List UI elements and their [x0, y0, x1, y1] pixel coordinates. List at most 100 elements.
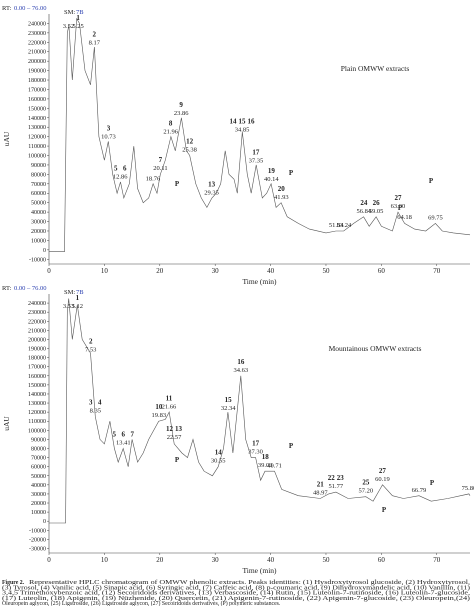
peak-id: 1: [76, 14, 80, 22]
y-tick-label: 70000: [31, 182, 46, 188]
y-tick-label: 100000: [28, 428, 46, 434]
polymer-label: P: [429, 177, 434, 185]
retention-time-label: 66.79: [412, 487, 427, 494]
y-tick-label: 0: [43, 519, 46, 525]
retention-time-label: 60.19: [375, 476, 390, 483]
y-tick-label: 150000: [28, 383, 46, 389]
retention-time-label: 5.25: [72, 23, 83, 30]
caption-line: (3) Tyrosol, (4) Vanilic acid, (5) Sinap…: [2, 584, 470, 591]
y-tick-label: 60000: [31, 191, 46, 197]
retention-time-label: 59.05: [369, 208, 384, 215]
x-tick-label: 30: [212, 556, 220, 564]
retention-time-label: 39.03: [258, 462, 273, 469]
x-tick-label: 50: [322, 556, 330, 564]
y-tick-label: 180000: [28, 78, 46, 84]
y-tick-label: -20000: [29, 537, 46, 543]
y-tick-label: 70000: [31, 456, 46, 462]
peak-id: 6: [123, 165, 127, 173]
retention-time-label: 8.35: [90, 408, 101, 415]
rt-label: RT:: [2, 285, 12, 292]
retention-time-label: 8.17: [89, 40, 101, 47]
retention-time-label: 41.93: [274, 194, 289, 201]
polymer-label: P: [382, 506, 387, 514]
peak-id: 7: [159, 156, 163, 164]
retention-time-label: 13.41: [116, 440, 131, 447]
y-tick-label: 190000: [28, 69, 46, 75]
peak-id: 17: [252, 440, 260, 448]
y-tick-label: 130000: [28, 125, 46, 131]
y-tick-label: 210000: [28, 50, 46, 56]
x-tick-label: 20: [156, 556, 164, 564]
y-tick-label: 20000: [31, 229, 46, 235]
y-tick-label: 40000: [31, 483, 46, 489]
retention-time-label: 51.77: [328, 483, 343, 490]
x-tick-label: 0: [47, 267, 51, 275]
y-tick-label: 180000: [28, 356, 46, 362]
retention-time-label: 10.73: [101, 134, 116, 141]
peak-id: 9: [179, 101, 183, 109]
caption-line: (17) Luteolin, (18) Apigenin, (19) Nüzhe…: [2, 595, 470, 602]
retention-time-label: 29.35: [204, 189, 219, 196]
retention-time-label: 5.12: [72, 303, 83, 310]
peak-id: 5: [114, 165, 118, 173]
x-tick-label: 50: [322, 267, 330, 275]
y-tick-label: 30000: [31, 220, 46, 226]
peak-id: 14: [230, 117, 238, 125]
y-tick-label: 130000: [28, 401, 46, 407]
y-tick-label: 120000: [28, 410, 46, 416]
retention-time-label: 23.86: [174, 110, 189, 117]
retention-time-label: 32.34: [221, 405, 236, 412]
trace: [49, 298, 471, 524]
retention-time-label: 40.71: [267, 462, 282, 469]
x-tick-label: 70: [433, 267, 441, 275]
peak-id: 2: [89, 337, 93, 345]
peak-id: 2: [93, 31, 97, 39]
peak-id: 13: [175, 425, 183, 433]
peak-id: 19: [268, 167, 276, 175]
peak-id: 7: [131, 431, 135, 439]
chart-title: Plain OMWW extracts: [341, 64, 410, 73]
y-tick-label: 0: [43, 248, 46, 254]
y-tick-label: -10000: [29, 528, 46, 534]
retention-time-label: 12.86: [113, 174, 128, 181]
retention-time-label: 56.84: [357, 208, 372, 215]
peak-id: 3: [89, 399, 93, 407]
y-tick-label: -10000: [29, 257, 46, 263]
x-tick-label: 20: [156, 267, 164, 275]
y-tick-label: 200000: [28, 337, 46, 343]
rt-label: RT:: [2, 5, 12, 12]
y-tick-label: 10000: [31, 238, 46, 244]
y-tick-label: 240000: [28, 301, 46, 307]
y-tick-label: 190000: [28, 347, 46, 353]
retention-time-label: 3.52: [63, 23, 74, 30]
retention-time-label: 40.14: [264, 176, 279, 183]
y-tick-label: 80000: [31, 446, 46, 452]
retention-time-label: 20.11: [153, 165, 167, 172]
rt-range: 0.00 – 76.00: [14, 285, 47, 292]
x-tick-label: 60: [378, 267, 386, 275]
retention-time-label: 34.85: [235, 126, 250, 133]
y-tick-label: 210000: [28, 328, 46, 334]
retention-time-label: 30.55: [211, 458, 226, 465]
peak-id: 20: [278, 185, 286, 193]
retention-time-label: 48.97: [313, 489, 328, 496]
retention-time-label: 34.63: [234, 367, 249, 374]
retention-time-label: 63.00: [391, 203, 406, 210]
y-tick-label: 230000: [28, 310, 46, 316]
y-tick-label: 110000: [28, 144, 46, 150]
x-axis-label: Time (min): [242, 566, 277, 575]
retention-time-label: 69.75: [428, 214, 443, 221]
peak-id: 1: [76, 294, 80, 302]
peak-id: 6: [122, 431, 126, 439]
y-tick-label: 220000: [28, 319, 46, 325]
x-tick-label: 40: [267, 556, 275, 564]
x-tick-label: 30: [212, 267, 220, 275]
retention-time-label: 51.84: [329, 222, 344, 229]
peak-id: 14: [215, 449, 223, 457]
y-axis-label: uAU: [2, 131, 11, 146]
retention-time-label: 19.83: [152, 412, 167, 419]
peak-id: 15: [239, 117, 247, 125]
peak-id: 27: [379, 467, 387, 475]
y-tick-label: 50000: [31, 201, 46, 207]
